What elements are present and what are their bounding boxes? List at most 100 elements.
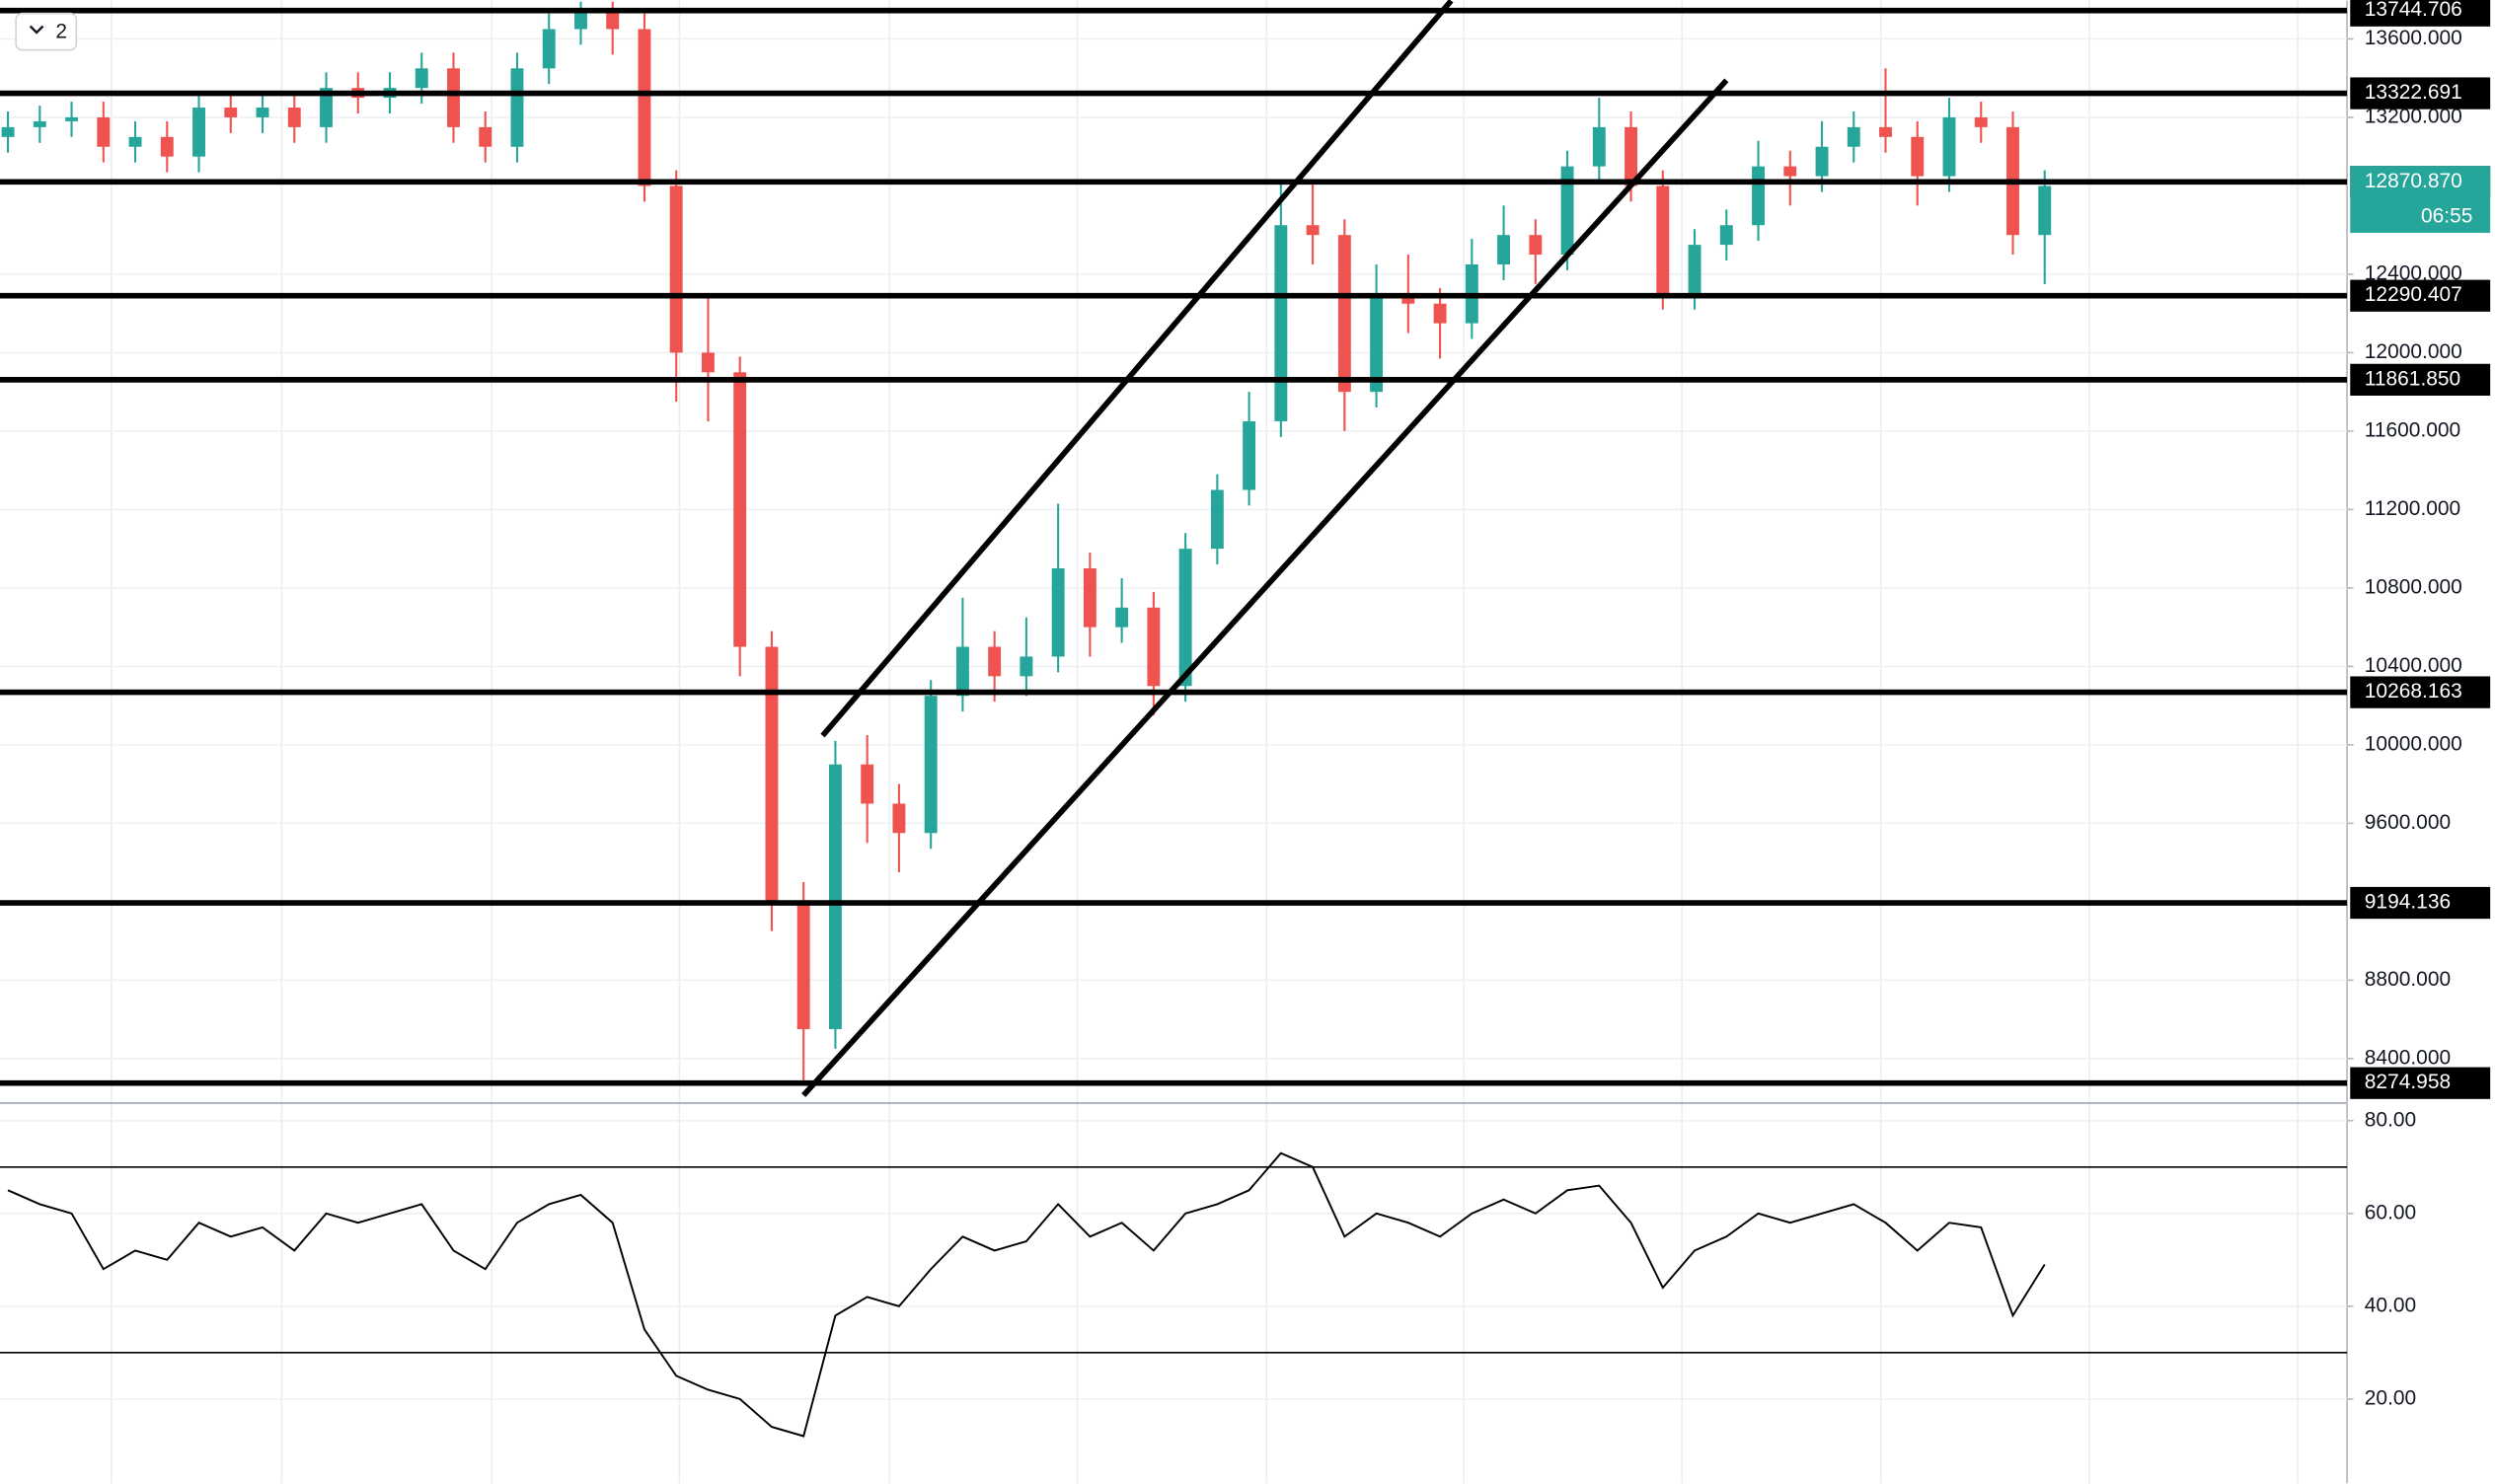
y-tick-label: 8800.000	[2365, 968, 2451, 991]
candle-body	[765, 646, 779, 902]
candle-body	[1274, 225, 1288, 421]
last-price-label: 12870.870	[2365, 170, 2462, 192]
y-tick-label: 10800.000	[2365, 575, 2462, 598]
y-tick-label: 40.00	[2365, 1294, 2416, 1316]
candle-body	[606, 9, 620, 30]
candle-body	[33, 120, 46, 127]
candle-body	[1688, 245, 1701, 294]
level-label-box	[2350, 676, 2491, 708]
y-tick-label: 12000.000	[2365, 340, 2462, 363]
y-tick-label: 12400.000	[2365, 261, 2462, 284]
candle-body	[1497, 235, 1511, 264]
candle-body	[1, 126, 15, 137]
candle-body	[1752, 166, 1765, 226]
candle-body	[97, 116, 111, 147]
y-tick-label: 13200.000	[2365, 105, 2462, 127]
y-tick-label: 13600.000	[2365, 27, 2462, 49]
countdown-label: 06:55	[2421, 204, 2472, 227]
candle-body	[669, 186, 683, 353]
candle-body	[1625, 126, 1637, 186]
candle-body	[1847, 126, 1860, 147]
candle-body	[256, 108, 269, 117]
candle-body	[479, 126, 492, 147]
candle-body	[733, 372, 747, 647]
candle-body	[65, 116, 78, 121]
candle-body	[988, 646, 1002, 677]
candle-body	[1147, 607, 1161, 687]
candle-body	[796, 901, 810, 1030]
candle-body	[1815, 146, 1829, 177]
trendline	[801, 78, 1729, 1097]
candle-body	[702, 352, 715, 373]
y-tick-label: 9600.000	[2365, 811, 2451, 834]
level-label-box	[2350, 279, 2491, 312]
candle-body	[1370, 293, 1384, 393]
level-label-box	[2350, 0, 2491, 27]
button-label: 2	[55, 20, 67, 42]
candle-body	[224, 108, 238, 117]
candle-body	[287, 108, 301, 127]
y-tick-label: 60.00	[2365, 1201, 2416, 1224]
y-tick-label: 8400.000	[2365, 1046, 2451, 1069]
candle-body	[828, 764, 842, 1030]
candle-body	[1051, 568, 1065, 657]
candle-body	[924, 696, 938, 834]
candle-body	[1942, 116, 1956, 177]
candle-body	[1083, 568, 1096, 628]
candle-body	[1719, 225, 1733, 246]
candle-body	[892, 803, 906, 834]
level-label-box	[2350, 363, 2491, 396]
candle-body	[955, 646, 969, 697]
y-tick-label: 80.00	[2365, 1108, 2416, 1131]
level-label: 11861.850	[2365, 367, 2460, 390]
candle-body	[415, 68, 428, 89]
level-label: 8274.958	[2365, 1071, 2451, 1093]
level-label: 9194.136	[2365, 891, 2451, 914]
candle-body	[638, 29, 651, 186]
candle-body	[1115, 607, 1129, 628]
level-label: 13744.706	[2365, 0, 2462, 21]
y-tick-label: 10400.000	[2365, 654, 2462, 677]
candle-body	[128, 136, 142, 147]
candle-body	[1592, 126, 1606, 167]
last-price-box	[2350, 166, 2491, 233]
level-label: 13322.691	[2365, 81, 2462, 104]
plot: 13600.000 13200.000 12400.000 12000.000 1160…	[0, 0, 2491, 1438]
rsi-line	[7, 1151, 2046, 1438]
candle-body	[1656, 186, 1670, 294]
candle-body	[542, 29, 556, 69]
candle-body	[1560, 166, 1574, 256]
candle-body	[2038, 186, 2052, 236]
y-tick-label: 11200.000	[2365, 497, 2460, 520]
trendline	[820, 0, 1454, 738]
candle-body	[192, 108, 205, 157]
candle-body	[574, 9, 587, 30]
candle-body	[447, 68, 460, 127]
level-label-box	[2350, 1067, 2491, 1099]
chevron-icon	[29, 25, 44, 35]
candle-body	[1178, 549, 1192, 687]
candle-body	[1243, 420, 1256, 490]
candle-body	[160, 136, 174, 157]
y-tick-label: 10000.000	[2365, 732, 2462, 755]
level-label: 10268.163	[2365, 680, 2462, 703]
y-tick-label: 20.00	[2365, 1386, 2416, 1409]
candle-body	[861, 764, 874, 804]
candle-body	[1974, 116, 1988, 127]
y-tick-label: 11600.000	[2365, 418, 2460, 441]
candle-body	[510, 68, 524, 147]
candle-body	[1306, 225, 1320, 236]
collapse-button[interactable]	[15, 12, 78, 51]
candle-body	[1210, 489, 1224, 550]
candle-body	[1020, 656, 1033, 677]
time-grid	[111, 0, 2299, 1484]
candle-body	[1879, 126, 1892, 137]
candle-body	[1911, 136, 1925, 177]
level-label-box	[2350, 886, 2491, 920]
candle-body	[1783, 166, 1797, 177]
level-label: 12290.407	[2365, 283, 2462, 306]
candle-body	[1433, 303, 1447, 324]
